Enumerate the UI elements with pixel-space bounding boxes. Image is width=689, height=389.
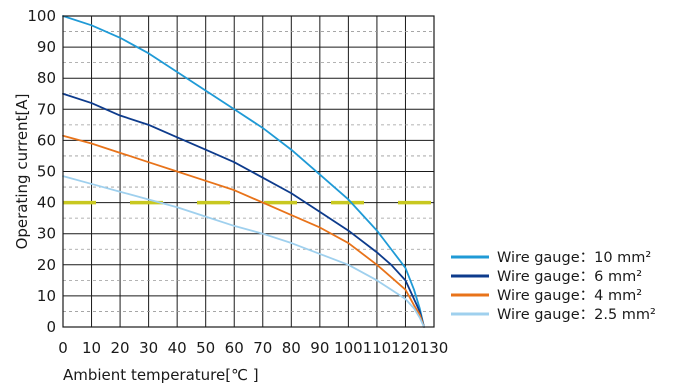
series-line-2 (62, 92, 425, 328)
y-tick-label: 40 (37, 194, 56, 212)
series-line-4 (62, 175, 425, 328)
y-tick-label: 90 (37, 38, 56, 56)
x-tick-label: 80 (282, 339, 301, 357)
legend-label-1: Wire gauge：10 mm² (497, 250, 651, 266)
x-tick-label: 100 (334, 339, 363, 357)
x-tick-label: 70 (253, 339, 272, 357)
x-tick-label: 50 (196, 339, 215, 357)
legend-label-2: Wire gauge：6 mm² (497, 269, 642, 285)
tick-label-layer: 0 10 20 30 40 50 60 70 80 90 100 110 120 130010203040… (27, 7, 448, 357)
y-tick-label: 10 (37, 287, 56, 305)
x-tick-label: 40 (168, 339, 187, 357)
series-line-3 (62, 134, 425, 328)
y-tick-label: 60 (37, 131, 56, 149)
y-tick-label: 20 (37, 256, 56, 274)
y-tick-label: 70 (37, 100, 56, 118)
x-tick-label: 10 (82, 339, 101, 357)
legend-label-3: Wire gauge：4 mm² (497, 288, 642, 304)
series-line-1 (62, 15, 425, 328)
y-axis-label: Operating current[A] (13, 94, 31, 250)
y-tick-label: 100 (27, 7, 56, 25)
series-layer (62, 15, 425, 328)
legend-label-4: Wire gauge：2.5 mm² (497, 307, 656, 323)
y-tick-label: 80 (37, 69, 56, 87)
legend: Wire gauge：10 mm² Wire gauge：6 mm² Wire ga… (451, 250, 656, 323)
x-tick-label: 60 (225, 339, 244, 357)
x-tick-label: 20 (111, 339, 130, 357)
x-tick-label: 0 (58, 339, 68, 357)
y-tick-label: 30 (37, 225, 56, 243)
x-tick-label: 110 (363, 339, 392, 357)
plot-frame (62, 15, 435, 328)
y-tick-label: 50 (37, 163, 56, 181)
x-tick-label: 30 (139, 339, 158, 357)
x-axis-label: Ambient temperature[℃ ] (63, 366, 259, 384)
x-tick-label: 120 (391, 339, 420, 357)
x-tick-label: 130 (420, 339, 449, 357)
y-tick-label: 0 (46, 318, 56, 336)
x-tick-label: 90 (310, 339, 329, 357)
